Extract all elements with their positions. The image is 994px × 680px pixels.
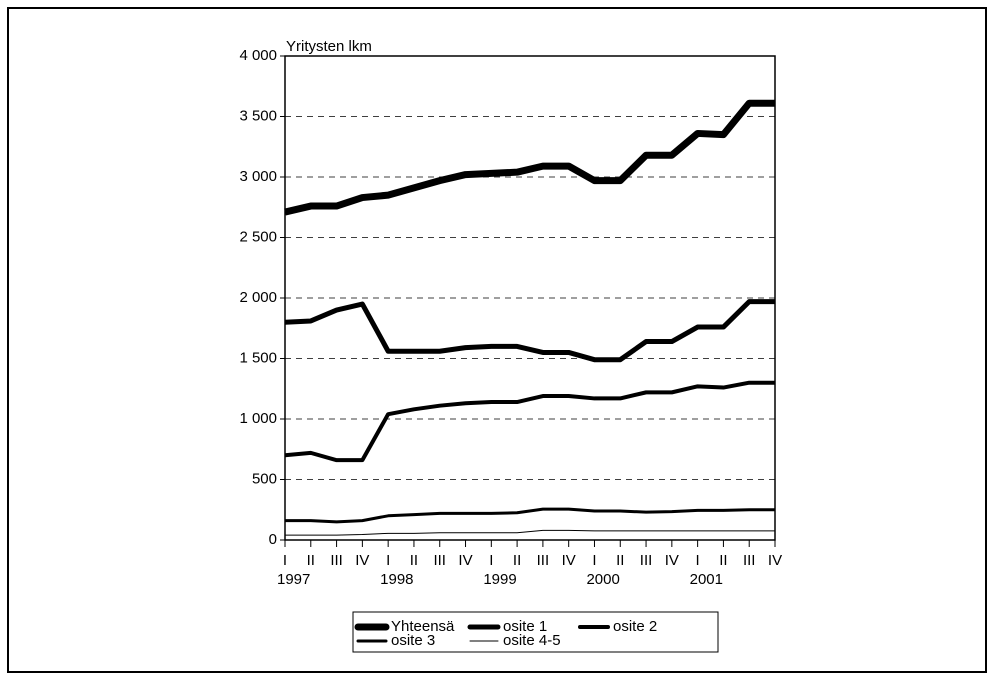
legend-label: osite 3: [391, 632, 435, 649]
x-tick-label: II: [410, 552, 418, 569]
x-tick-label: I: [386, 552, 390, 569]
x-tick-label: II: [513, 552, 521, 569]
series-line: [285, 507, 775, 524]
legend-label: osite 2: [613, 618, 657, 635]
plot-area: [284, 55, 776, 541]
year-label: 1997: [277, 571, 310, 588]
year-label: 1999: [483, 571, 516, 588]
y-tick-label: 0: [269, 531, 277, 548]
x-tick-label: I: [283, 552, 287, 569]
legend-box: [352, 611, 719, 653]
legend-label: Yhteensä: [391, 618, 455, 635]
x-tick-label: IV: [458, 552, 472, 569]
x-tick-label: III: [537, 552, 550, 569]
y-tick-label: 500: [252, 470, 277, 487]
x-tick-label: III: [330, 552, 343, 569]
x-tick-label: IV: [665, 552, 679, 569]
x-tick-label: III: [743, 552, 756, 569]
x-tick-label: IV: [768, 552, 782, 569]
y-tick-label: 2 000: [239, 289, 277, 306]
y-tick-label: 2 500: [239, 228, 277, 245]
x-tick-label: I: [489, 552, 493, 569]
year-label: 2000: [586, 571, 619, 588]
series-line: [284, 380, 775, 463]
frame: [7, 7, 987, 673]
x-tick-label: I: [592, 552, 596, 569]
series-line: [285, 529, 775, 536]
y-tick-label: 3 500: [239, 107, 277, 124]
x-tick-label: II: [616, 552, 624, 569]
x-tick-label: IV: [562, 552, 576, 569]
x-tick-label: IV: [355, 552, 369, 569]
y-tick-label: 4 000: [239, 47, 277, 64]
x-tick-label: I: [696, 552, 700, 569]
series-line: [284, 99, 775, 216]
legend-label: osite 4-5: [503, 632, 561, 649]
x-tick-label: II: [307, 552, 315, 569]
x-tick-label: II: [719, 552, 727, 569]
y-axis-label: Yritysten lkm: [286, 38, 372, 55]
x-tick-label: III: [433, 552, 446, 569]
y-tick-label: 1 000: [239, 410, 277, 427]
year-label: 1998: [380, 571, 413, 588]
year-label: 2001: [690, 571, 723, 588]
y-tick-label: 1 500: [239, 349, 277, 366]
y-tick-label: 3 000: [239, 168, 277, 185]
x-tick-label: III: [640, 552, 653, 569]
legend-label: osite 1: [503, 618, 547, 635]
series-line: [284, 299, 775, 363]
